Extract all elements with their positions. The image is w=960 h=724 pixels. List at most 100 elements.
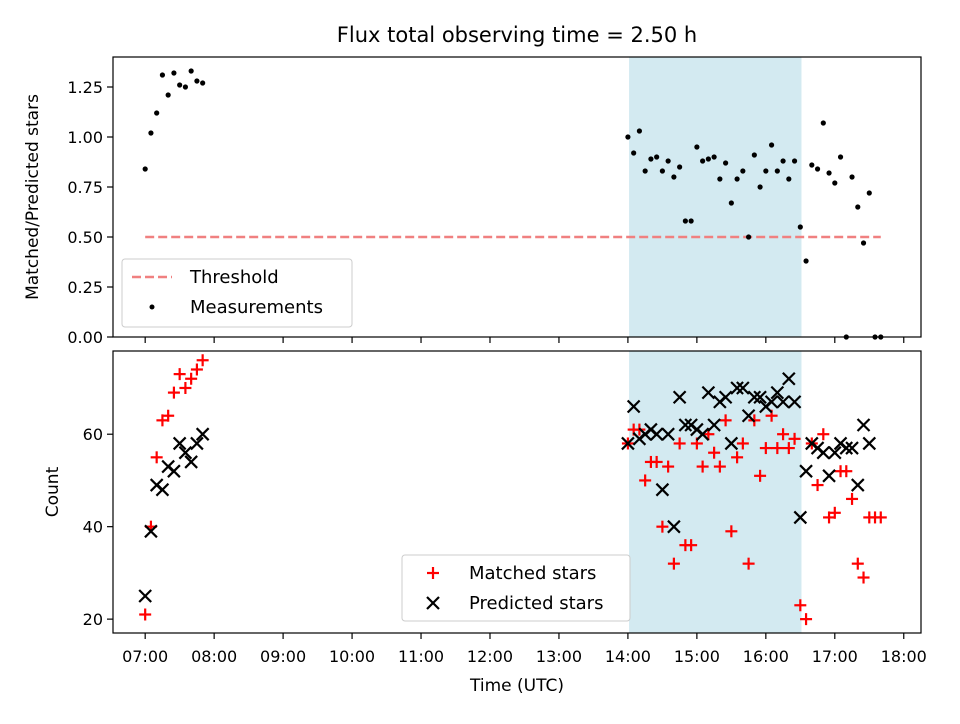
x-tick-label: 16:00 (743, 647, 789, 666)
predicted-star-point (695, 427, 710, 441)
measurement-point (159, 72, 166, 78)
y-tick-label: 40 (83, 518, 103, 537)
bottom-x-axis-label: Time (UTC) (469, 676, 564, 696)
matched-star-point (846, 492, 859, 505)
predicted-star-point (172, 436, 187, 451)
predicted-star-point (862, 436, 877, 451)
measurement-point (814, 166, 821, 172)
y-tick-label: 20 (83, 610, 103, 629)
predicted-star-point (155, 482, 170, 497)
legend-predicted-label: Predicted stars (469, 593, 603, 614)
predicted-star-point (184, 455, 198, 469)
measurement-point (780, 158, 786, 164)
matched-star-point (771, 442, 784, 455)
predicted-star-point (672, 390, 687, 405)
measurement-point (188, 68, 194, 74)
bottom-panel-frame (112, 350, 922, 634)
matched-star-point (162, 409, 175, 422)
bottom-panel-marks (138, 354, 887, 626)
matched-star-point (713, 460, 726, 473)
legend-threshold-label: Threshold (189, 267, 279, 288)
predicted-star-point (724, 436, 739, 451)
measurement-point (171, 70, 177, 76)
measurement-point (705, 156, 711, 162)
matched-star-point (662, 460, 675, 473)
measurement-point (700, 158, 706, 164)
measurement-point (751, 152, 757, 158)
predicted-star-point (195, 427, 210, 441)
top-legend: Threshold Measurements (121, 258, 353, 328)
measurement-point (774, 168, 780, 174)
predicted-star-point (730, 381, 744, 395)
matched-star-point (742, 557, 755, 570)
measurement-point (677, 164, 683, 170)
top-panel: 0.00 0.25 0.50 0.75 1.00 1.25 Matched/Predict… (23, 56, 922, 347)
matched-star-point (719, 414, 732, 427)
predicted-star-point (190, 436, 204, 451)
measurement-point (849, 174, 855, 180)
measurement-point (631, 150, 637, 156)
matched-star-point (708, 446, 721, 459)
matched-star-point (196, 354, 209, 367)
predicted-star-point (621, 436, 635, 451)
x-tick-label: 09:00 (260, 647, 306, 666)
measurement-point (165, 92, 171, 98)
x-tick-label: 07:00 (122, 647, 168, 666)
matched-star-point (874, 511, 887, 524)
measurement-point (711, 154, 717, 160)
matched-star-point (828, 506, 841, 519)
predicted-star-point (626, 399, 641, 414)
measurement-point (803, 258, 809, 264)
predicted-star-point (701, 385, 716, 400)
x-tick-label: 12:00 (467, 647, 513, 666)
predicted-star-point (736, 381, 750, 395)
y-tick-label: 0.50 (67, 228, 103, 247)
measurement-point (654, 154, 660, 160)
predicted-star-point (828, 445, 842, 460)
predicted-star-point (845, 441, 859, 455)
measurement-point (648, 156, 654, 162)
measurement-point (855, 204, 861, 210)
y-tick-label: 0.75 (67, 178, 103, 197)
measurement-point (723, 160, 729, 166)
top-x-axis-ticks (144, 337, 905, 343)
matched-star-point (190, 363, 203, 376)
x-tick-label: 08:00 (191, 647, 237, 666)
top-y-axis: 0.00 0.25 0.50 0.75 1.00 1.25 (67, 78, 113, 347)
predicted-star-point (167, 464, 181, 478)
x-tick-label: 14:00 (605, 647, 651, 666)
matched-star-point (811, 479, 824, 492)
measurement-point (665, 158, 671, 164)
predicted-star-point (718, 390, 733, 405)
bottom-x-axis: 07:00 08:00 09:00 10:00 11:00 12:00 13:00 14:00… (122, 633, 927, 666)
matched-star-point (759, 442, 772, 455)
measurement-point (757, 184, 763, 190)
predicted-star-point (741, 408, 756, 423)
y-tick-label: 1.25 (67, 78, 103, 97)
measurement-point (200, 80, 206, 86)
matched-star-point (754, 469, 767, 482)
matched-star-point (800, 613, 813, 626)
measurement-point (717, 176, 723, 182)
measurement-point (791, 158, 798, 164)
predicted-star-point (782, 371, 796, 386)
measurement-point (688, 218, 694, 224)
predicted-star-point (661, 427, 675, 441)
measurement-point (642, 168, 648, 174)
x-tick-label: 18:00 (881, 647, 927, 666)
x-tick-label: 13:00 (536, 647, 582, 666)
measurement-point (763, 168, 769, 174)
predicted-star-point (816, 445, 831, 460)
measurement-point (837, 154, 844, 160)
predicted-star-point (856, 418, 871, 432)
measurement-point (809, 162, 815, 168)
measurement-point (182, 84, 189, 90)
bottom-legend-box (401, 554, 631, 622)
top-panel-marks (142, 68, 884, 340)
measurement-point (860, 240, 867, 246)
measurement-point (797, 224, 803, 230)
y-tick-label: 0.00 (67, 328, 103, 347)
legend-predicted-marker-sample (426, 596, 440, 610)
legend-measurements-label: Measurements (190, 297, 323, 318)
measurement-point (832, 180, 838, 186)
